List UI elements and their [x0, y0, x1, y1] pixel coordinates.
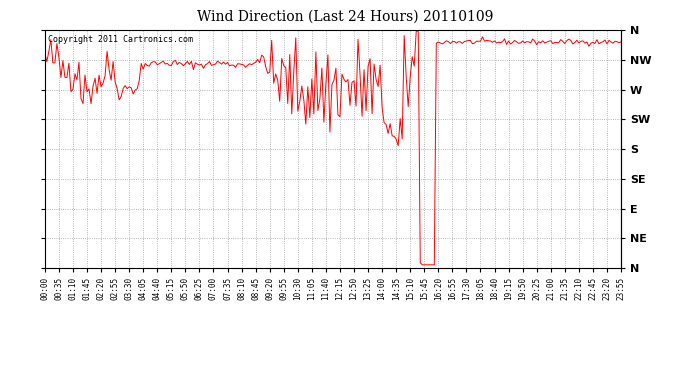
Text: Copyright 2011 Cartronics.com: Copyright 2011 Cartronics.com — [48, 35, 193, 44]
Text: Wind Direction (Last 24 Hours) 20110109: Wind Direction (Last 24 Hours) 20110109 — [197, 9, 493, 23]
